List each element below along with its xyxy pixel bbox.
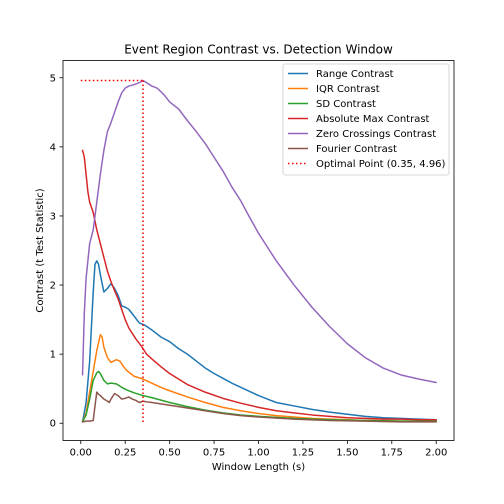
x-tick-label: 0.50 [159,448,181,459]
x-tick-label: 1.00 [247,448,269,459]
legend-box [282,63,450,176]
legend-entry: SD Contrast [288,99,376,110]
y-tick-label: 3 [50,211,56,222]
legend-label: SD Contrast [316,99,376,110]
legend-entry: Fourier Contrast [288,144,397,155]
x-tick-label: 2.00 [425,448,447,459]
x-axis-label: Window Length (s) [212,462,305,473]
chart-title: Event Region Contrast vs. Detection Wind… [124,43,393,57]
optimal-point-layer [80,79,144,424]
x-tick-label: 0.00 [70,448,92,459]
series-line-fourier-contrast [81,391,437,423]
legend-entry: Zero Crossings Contrast [288,129,436,140]
legend-entry: Optimal Point (0.35, 4.96) [288,159,446,170]
y-tick-label: 1 [50,350,56,361]
legend-entry: Range Contrast [288,69,394,80]
y-tick-label: 4 [50,142,56,153]
x-axis-ticks: 0.00 0.25 0.50 0.75 1.00 1.25 1.50 1.75 2.00 [70,440,447,459]
series-line-absolute-max-contrast [81,149,437,421]
y-tick-label: 5 [50,73,56,84]
x-tick-label: 0.25 [114,448,136,459]
y-tick-label: 0 [50,419,56,430]
series-line-range-contrast [81,260,437,423]
legend-entry: IQR Contrast [288,84,380,95]
legend-entry: Absolute Max Contrast [288,114,430,125]
legend: Range Contrast IQR Contrast SD Contrast Abs… [282,63,450,176]
y-tick-label: 2 [50,281,56,292]
legend-label: Fourier Contrast [316,144,397,155]
y-axis-ticks: 0 1 2 3 4 5 [50,73,63,430]
legend-label: Optimal Point (0.35, 4.96) [316,159,446,170]
x-tick-label: 1.50 [336,448,358,459]
series-layer [81,79,437,423]
legend-label: Range Contrast [316,69,394,80]
plot-area [62,60,455,441]
legend-label: Zero Crossings Contrast [316,129,436,140]
y-axis-label: Contrast (t Test Statistic) [35,188,46,312]
x-tick-label: 1.25 [292,448,314,459]
legend-label: Absolute Max Contrast [316,114,430,125]
x-tick-label: 0.75 [203,448,225,459]
x-tick-label: 1.75 [381,448,403,459]
series-line-zero-crossings-contrast [81,79,437,384]
legend-label: IQR Contrast [316,84,380,95]
